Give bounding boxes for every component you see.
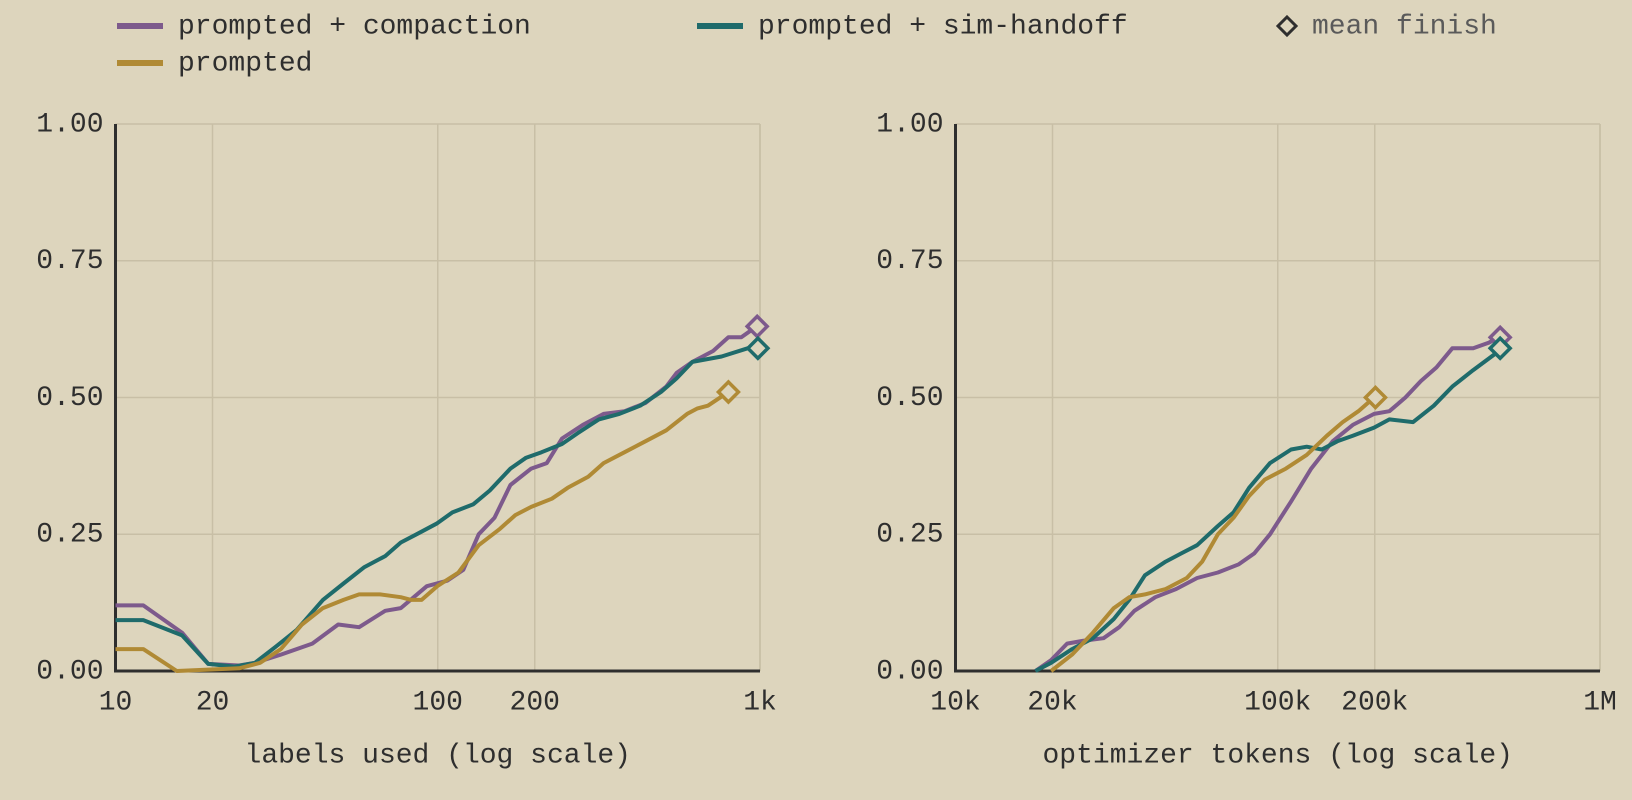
legend-label: prompted xyxy=(178,48,312,79)
mean-finish-marker xyxy=(1362,385,1388,410)
y-tick-label: 0.25 xyxy=(876,520,943,551)
legend-marker xyxy=(1275,14,1299,38)
x-tick-label: 100 xyxy=(413,687,463,718)
y-tick-label: 0.00 xyxy=(36,656,103,687)
series-line xyxy=(115,390,730,673)
x-tick-label: 200 xyxy=(510,687,560,718)
x-tick-label: 20 xyxy=(196,687,230,718)
mean-finish-marker xyxy=(1487,335,1513,361)
series-line: prompted + compaction xyxy=(1034,335,1500,673)
x-tick-label: 10k xyxy=(930,687,980,718)
y-tick-label: 0.00 xyxy=(876,656,943,687)
y-tick-label: 0.75 xyxy=(876,246,943,277)
mean-finish-marker xyxy=(744,313,770,339)
legend-label: prompted + compaction xyxy=(178,11,531,42)
mean-finish-marker xyxy=(715,379,741,405)
series-line: prompted + sim-handoff xyxy=(1034,349,1501,673)
x-tick-label: 100k xyxy=(1244,687,1311,718)
y-tick-label: 0.50 xyxy=(876,383,943,414)
y-tick-label: 0.50 xyxy=(36,383,103,414)
y-tick-label: 0.25 xyxy=(36,520,103,551)
x-axis-label: optimizer tokens (log scale) xyxy=(1043,740,1513,771)
legend-label: prompted + sim-handoff xyxy=(758,11,1128,42)
x-tick-label: 10 xyxy=(99,687,133,718)
y-tick-label: 0.75 xyxy=(36,246,103,277)
mean-finish-marker xyxy=(745,335,771,361)
x-tick-label: 20k xyxy=(1027,687,1077,718)
series-line xyxy=(115,343,759,669)
x-tick-label: 1M xyxy=(1583,687,1617,718)
y-tick-label: 1.00 xyxy=(876,109,943,140)
x-tick-label: 1k xyxy=(743,687,777,718)
legend-label: mean finish xyxy=(1312,11,1497,42)
x-tick-label: 200k xyxy=(1341,687,1408,718)
series-line: prompted xyxy=(1049,395,1376,673)
x-axis-label: labels used (log scale) xyxy=(245,740,631,771)
y-tick-label: 1.00 xyxy=(36,109,103,140)
